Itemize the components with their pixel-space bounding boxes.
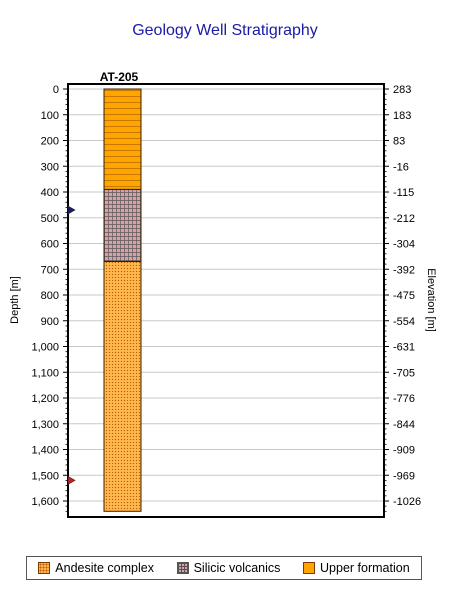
well-name-label: AT-205 <box>100 70 139 84</box>
depth-tick-label: 500 <box>41 213 59 225</box>
elevation-tick-label: -705 <box>393 367 415 379</box>
elevation-tick-label: -115 <box>393 187 414 199</box>
chart-title: Geology Well Stratigraphy <box>132 22 318 39</box>
well-markers <box>67 205 76 485</box>
y-axis-left-label: Depth [m] <box>9 276 21 324</box>
legend: Andesite complex Silicic volcanics Upper f… <box>26 556 422 580</box>
depth-tick-label: 1,300 <box>31 419 59 431</box>
elevation-tick-label: -212 <box>393 213 415 225</box>
y-axis-right-label: Elevation [m] <box>425 268 437 332</box>
depth-tick-label: 1,500 <box>31 470 59 482</box>
legend-item: Silicic volcanics <box>176 561 281 575</box>
layer-dots <box>103 261 142 512</box>
elevation-tick-label: -554 <box>393 316 415 328</box>
legend-item: Andesite complex <box>38 561 154 575</box>
legend-label: Silicic volcanics <box>193 561 281 575</box>
layer-grid <box>103 188 142 263</box>
depth-tick-label: 1,400 <box>31 445 59 457</box>
elevation-tick-label: -392 <box>393 264 415 276</box>
legend-label: Andesite complex <box>55 561 154 575</box>
depth-tick-label: 400 <box>41 187 59 199</box>
depth-tick-label: 100 <box>41 110 59 122</box>
legend-swatch <box>38 562 51 574</box>
layer-column <box>103 88 142 512</box>
elevation-tick-label: -304 <box>393 239 415 251</box>
depth-tick-label: 300 <box>41 161 59 173</box>
legend-swatch <box>176 562 189 574</box>
depth-tick-label: 200 <box>41 136 59 148</box>
legend-swatch <box>303 562 316 574</box>
elevation-tick-label: -631 <box>393 342 415 354</box>
elevation-tick-label: -844 <box>393 419 415 431</box>
elevation-tick-label: -1026 <box>393 496 421 508</box>
depth-tick-label: 0 <box>53 84 59 96</box>
elevation-tick-label: -475 <box>393 290 415 302</box>
legend-label: Upper formation <box>320 561 410 575</box>
elevation-tick-label: 183 <box>393 110 411 122</box>
depth-tick-label: 1,000 <box>31 342 59 354</box>
elevation-tick-label: 283 <box>393 84 411 96</box>
depth-marker <box>67 475 76 485</box>
elevation-tick-label: -969 <box>393 470 415 482</box>
elevation-tick-label: -776 <box>393 393 415 405</box>
depth-tick-label: 800 <box>41 290 59 302</box>
axis-ticks: 0 283 100 183 200 83 300 -16 400 -115 500 -212 600 -3… <box>31 84 421 512</box>
layer-hlines <box>103 88 142 190</box>
legend-item: Upper formation <box>303 561 410 575</box>
depth-tick-label: 600 <box>41 239 59 251</box>
depth-tick-label: 1,200 <box>31 393 59 405</box>
elevation-tick-label: -909 <box>393 445 415 457</box>
depth-marker <box>67 205 76 215</box>
elevation-tick-label: 83 <box>393 136 405 148</box>
depth-tick-label: 1,100 <box>31 367 59 379</box>
elevation-tick-label: -16 <box>393 161 409 173</box>
depth-tick-label: 900 <box>41 316 59 328</box>
depth-tick-label: 700 <box>41 264 59 276</box>
depth-tick-label: 1,600 <box>31 496 59 508</box>
stratigraphy-chart: 0 283 100 183 200 83 300 -16 400 -115 500 -212 600 -3… <box>9 70 437 518</box>
